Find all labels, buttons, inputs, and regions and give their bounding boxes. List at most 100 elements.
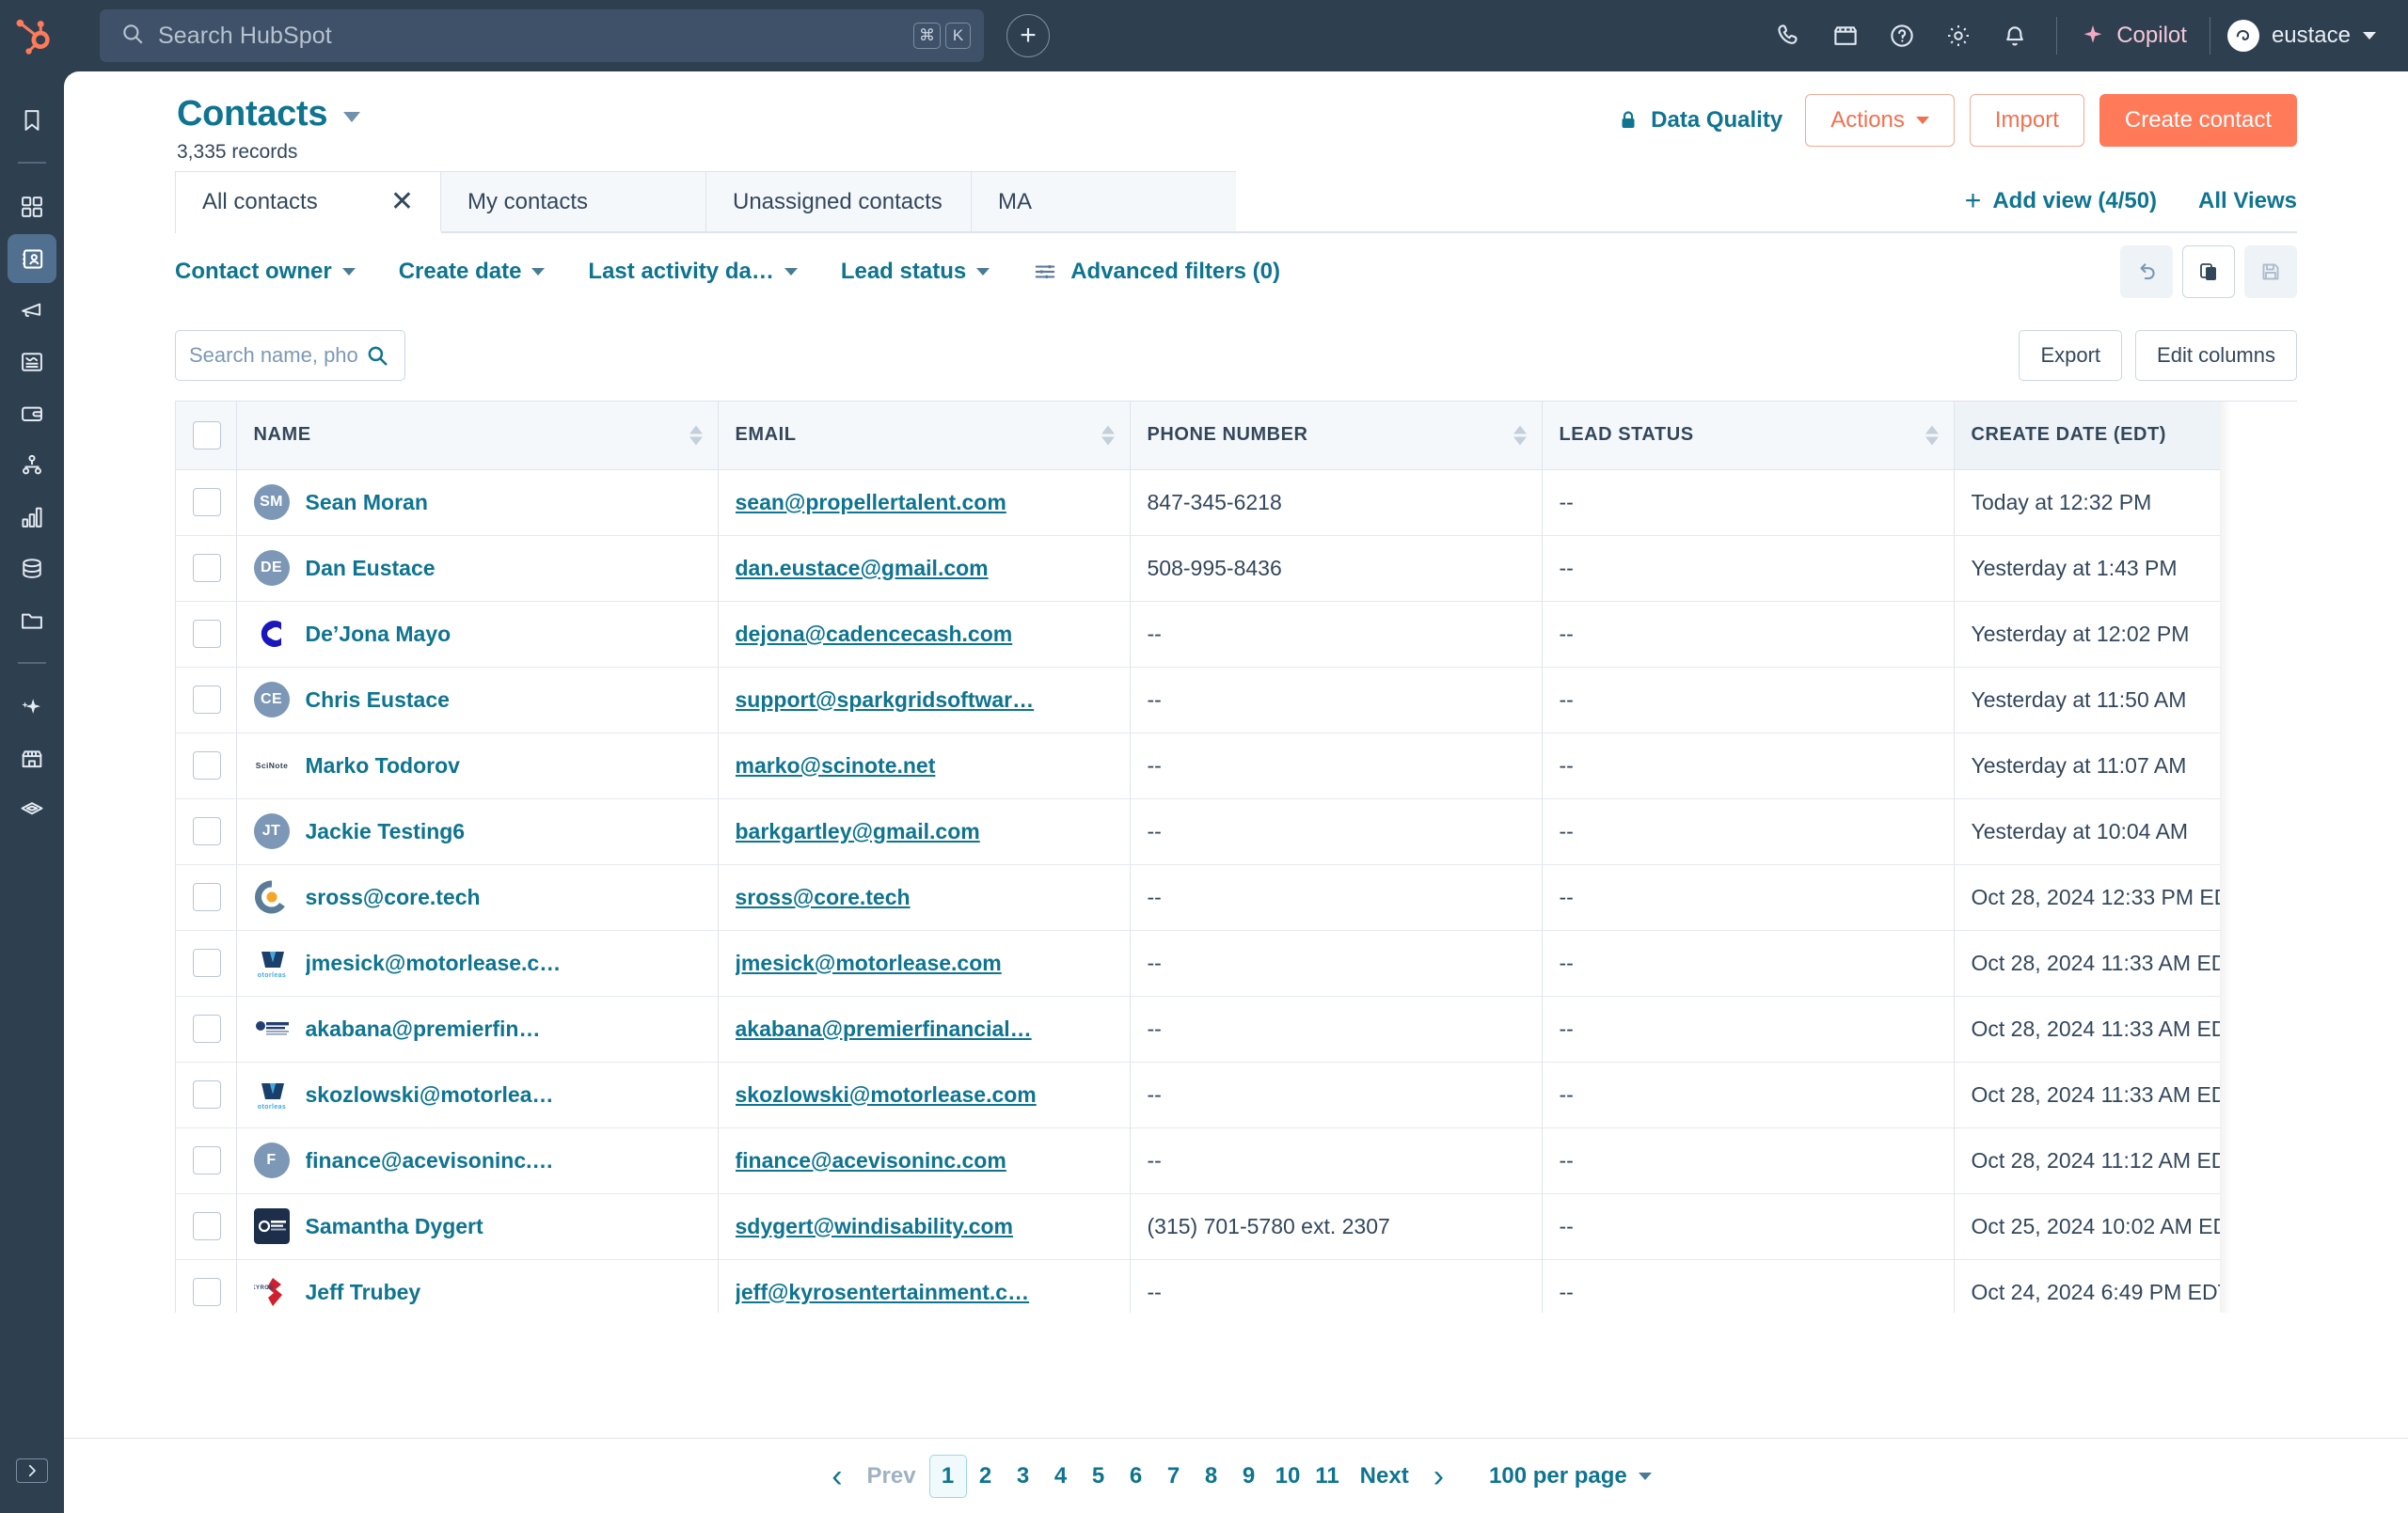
- row-checkbox[interactable]: [193, 1278, 221, 1306]
- table-row[interactable]: otorleas jmesick@motorlease.c… jmesick@mot…: [176, 930, 2297, 997]
- contact-email-link[interactable]: dan.eustace@gmail.com: [735, 555, 989, 580]
- page-number-3[interactable]: 3: [1016, 1462, 1030, 1489]
- phone-icon[interactable]: [1761, 8, 1817, 64]
- row-checkbox[interactable]: [193, 686, 221, 714]
- contact-email-link[interactable]: jeff@kyrosentertainment.c…: [735, 1279, 1030, 1304]
- contact-email-link[interactable]: marko@scinote.net: [735, 752, 936, 778]
- row-checkbox[interactable]: [193, 620, 221, 648]
- row-select-cell[interactable]: [176, 469, 237, 536]
- row-checkbox[interactable]: [193, 1212, 221, 1240]
- contact-name-link[interactable]: Marko Todorov: [305, 752, 460, 778]
- hubspot-logo-icon[interactable]: [0, 16, 64, 55]
- actions-button[interactable]: Actions: [1805, 94, 1955, 147]
- advanced-filters-button[interactable]: Advanced filters (0): [1033, 259, 1280, 285]
- add-view-button[interactable]: + Add view (4/50): [1965, 187, 2157, 215]
- page-number-11[interactable]: 11: [1315, 1462, 1339, 1489]
- table-row[interactable]: akabana@premierfin… akabana@premierfinanc…: [176, 996, 2297, 1063]
- gear-icon[interactable]: [1930, 8, 1987, 64]
- filter-contact-owner[interactable]: Contact owner: [175, 259, 356, 285]
- sidebar-item-reporting[interactable]: [8, 493, 56, 542]
- table-row[interactable]: CE Chris Eustace support@sparkgridsoftwar……: [176, 667, 2297, 733]
- column-header-name[interactable]: NAME: [236, 402, 719, 470]
- next-page-arrow-icon[interactable]: ›: [1433, 1458, 1445, 1494]
- sidebar-item-contacts[interactable]: [8, 234, 56, 283]
- row-checkbox[interactable]: [193, 1080, 221, 1109]
- row-checkbox[interactable]: [193, 817, 221, 845]
- row-checkbox[interactable]: [193, 883, 221, 911]
- edit-columns-button[interactable]: Edit columns: [2135, 330, 2297, 381]
- sidebar-item-data-management[interactable]: [8, 544, 56, 593]
- undo-icon[interactable]: [2120, 245, 2173, 298]
- page-title[interactable]: Contacts: [177, 94, 328, 134]
- page-number-7[interactable]: 7: [1166, 1462, 1180, 1489]
- sidebar-item-bookmark[interactable]: [8, 96, 56, 145]
- bell-icon[interactable]: [1987, 8, 2043, 64]
- row-select-cell[interactable]: [176, 930, 237, 997]
- close-icon[interactable]: ✕: [389, 185, 414, 217]
- contact-name-link[interactable]: Jackie Testing6: [305, 818, 466, 843]
- row-select-cell[interactable]: [176, 798, 237, 865]
- data-quality-button[interactable]: Data Quality: [1617, 107, 1782, 134]
- column-header-select-all[interactable]: [176, 402, 237, 470]
- column-header-lead-status[interactable]: LEAD STATUS: [1542, 402, 1955, 470]
- sidebar-item-integrations[interactable]: [8, 786, 56, 835]
- contact-name-link[interactable]: De’Jona Mayo: [305, 621, 452, 646]
- marketplace-icon[interactable]: [1817, 8, 1874, 64]
- contact-name-link[interactable]: Dan Eustace: [305, 555, 436, 580]
- global-search-box[interactable]: Search HubSpot ⌘ K: [100, 9, 984, 62]
- sort-icon[interactable]: [1513, 425, 1527, 446]
- account-menu[interactable]: eustace: [2224, 20, 2376, 52]
- contact-email-link[interactable]: barkgartley@gmail.com: [735, 818, 980, 843]
- create-contact-button[interactable]: Create contact: [2099, 94, 2297, 147]
- copilot-button[interactable]: Copilot: [2070, 23, 2196, 49]
- row-checkbox[interactable]: [193, 751, 221, 780]
- row-select-cell[interactable]: [176, 1259, 237, 1313]
- row-select-cell[interactable]: [176, 996, 237, 1063]
- contact-email-link[interactable]: sdygert@windisability.com: [735, 1213, 1014, 1238]
- contact-email-link[interactable]: support@sparkgridsoftwar…: [735, 686, 1035, 712]
- contact-name-link[interactable]: Sean Moran: [305, 489, 428, 514]
- contact-email-link[interactable]: skozlowski@motorlease.com: [735, 1081, 1037, 1107]
- table-row[interactable]: otorleas skozlowski@motorlea… skozlowski@m…: [176, 1062, 2297, 1128]
- view-tab-unassigned-contacts[interactable]: Unassigned contacts: [705, 171, 971, 231]
- contact-name-link[interactable]: akabana@premierfin…: [305, 1016, 541, 1041]
- sidebar-item-library[interactable]: [8, 596, 56, 645]
- chevron-down-icon[interactable]: [342, 112, 360, 122]
- row-checkbox[interactable]: [193, 488, 221, 516]
- row-select-cell[interactable]: [176, 1193, 237, 1260]
- help-icon[interactable]: [1874, 8, 1930, 64]
- expand-sidebar-icon[interactable]: [16, 1458, 48, 1483]
- page-number-8[interactable]: 8: [1204, 1462, 1218, 1489]
- row-checkbox[interactable]: [193, 949, 221, 977]
- contact-name-link[interactable]: finance@acevisoninc.…: [305, 1147, 554, 1173]
- contact-name-link[interactable]: sross@core.tech: [305, 884, 481, 909]
- row-select-cell[interactable]: [176, 864, 237, 931]
- page-number-9[interactable]: 9: [1242, 1462, 1256, 1489]
- column-header-email[interactable]: EMAIL: [718, 402, 1131, 470]
- table-row[interactable]: Samantha Dygert sdygert@windisability.com…: [176, 1193, 2297, 1260]
- sidebar-item-commerce[interactable]: [8, 389, 56, 438]
- contact-email-link[interactable]: sean@propellertalent.com: [735, 489, 1006, 514]
- next-page-button[interactable]: Next: [1359, 1462, 1409, 1489]
- save-view-icon[interactable]: [2244, 245, 2297, 298]
- contact-email-link[interactable]: akabana@premierfinancial…: [735, 1016, 1032, 1041]
- table-row[interactable]: KYROS Jeff Trubey jeff@kyrosentertainment.…: [176, 1259, 2297, 1313]
- row-select-cell[interactable]: [176, 1062, 237, 1128]
- quick-create-button[interactable]: +: [1006, 14, 1050, 57]
- sidebar-item-workspaces[interactable]: [8, 182, 56, 231]
- page-number-10[interactable]: 10: [1275, 1462, 1301, 1489]
- row-select-cell[interactable]: [176, 733, 237, 799]
- page-number-2[interactable]: 2: [978, 1462, 992, 1489]
- sort-icon[interactable]: [689, 425, 703, 446]
- page-number-5[interactable]: 5: [1091, 1462, 1105, 1489]
- table-row[interactable]: SciNote Marko Todorov marko@scinote.net -- -…: [176, 733, 2297, 799]
- sidebar-item-content[interactable]: [8, 338, 56, 386]
- table-row[interactable]: DE Dan Eustace dan.eustace@gmail.com 508-99…: [176, 535, 2297, 602]
- table-row[interactable]: sross@core.tech sross@core.tech -- -- Oct 28…: [176, 864, 2297, 931]
- row-checkbox[interactable]: [193, 554, 221, 582]
- sidebar-item-marketing[interactable]: [8, 286, 56, 335]
- contact-name-link[interactable]: jmesick@motorlease.c…: [305, 950, 562, 975]
- per-page-selector[interactable]: 100 per page: [1489, 1463, 1652, 1489]
- row-checkbox[interactable]: [193, 1015, 221, 1043]
- table-row[interactable]: SM Sean Moran sean@propellertalent.com 847-…: [176, 469, 2297, 536]
